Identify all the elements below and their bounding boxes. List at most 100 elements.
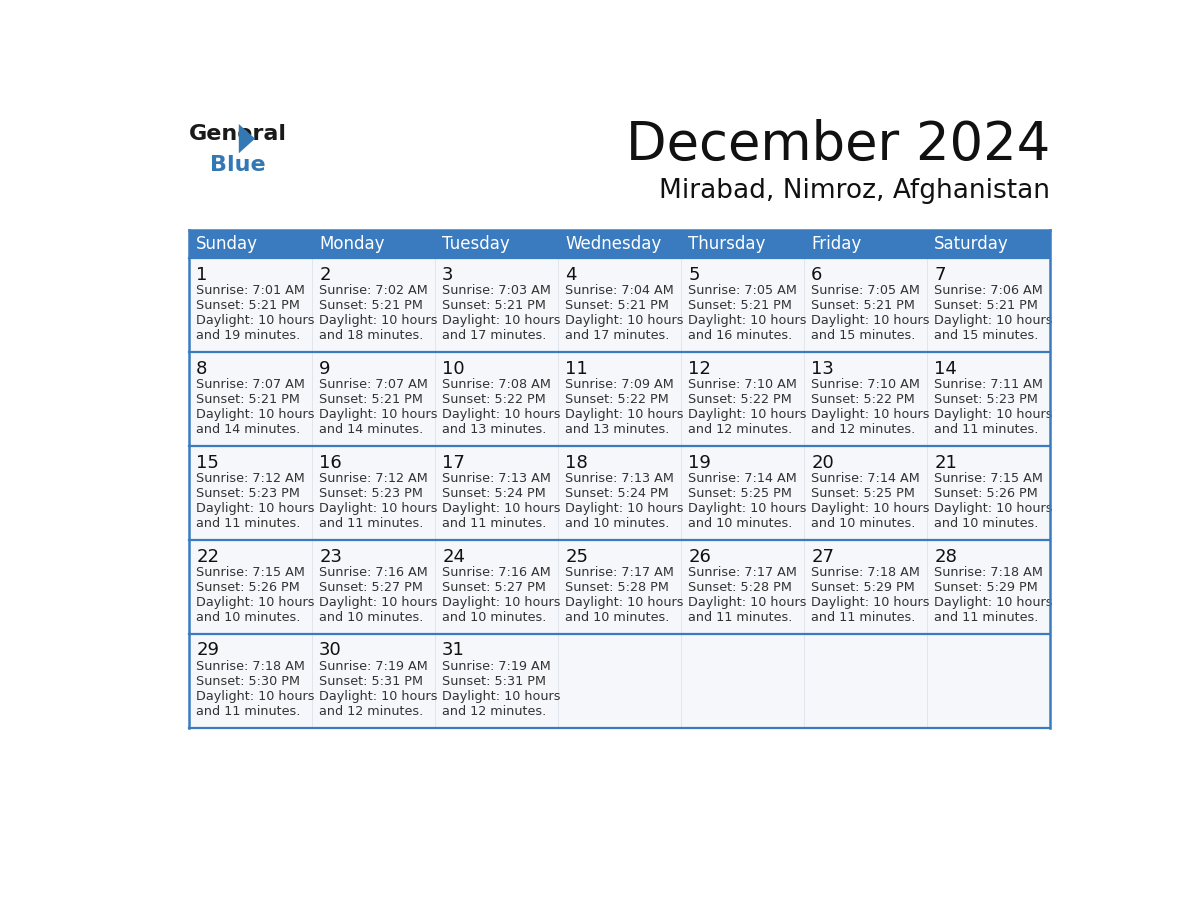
Text: Sunrise: 7:15 AM: Sunrise: 7:15 AM (196, 565, 305, 578)
Text: Sunrise: 7:18 AM: Sunrise: 7:18 AM (196, 659, 305, 673)
Text: Sunset: 5:22 PM: Sunset: 5:22 PM (688, 393, 792, 406)
Text: Sunset: 5:28 PM: Sunset: 5:28 PM (565, 580, 669, 594)
Bar (927, 633, 1050, 728)
Text: Sunrise: 7:18 AM: Sunrise: 7:18 AM (934, 565, 1043, 578)
Text: and 17 minutes.: and 17 minutes. (442, 329, 546, 341)
Text: and 16 minutes.: and 16 minutes. (688, 329, 792, 341)
Bar (804, 230, 927, 258)
Text: Sunset: 5:24 PM: Sunset: 5:24 PM (442, 487, 546, 499)
Text: Tuesday: Tuesday (442, 235, 510, 253)
Text: Daylight: 10 hours: Daylight: 10 hours (196, 689, 315, 702)
Bar (804, 540, 927, 633)
Text: and 11 minutes.: and 11 minutes. (442, 517, 546, 530)
Text: Sunrise: 7:02 AM: Sunrise: 7:02 AM (320, 284, 428, 297)
Bar (927, 352, 1050, 446)
Text: 28: 28 (934, 547, 958, 565)
Text: Daylight: 10 hours: Daylight: 10 hours (811, 502, 930, 515)
Text: Daylight: 10 hours: Daylight: 10 hours (688, 502, 807, 515)
Text: Sunset: 5:27 PM: Sunset: 5:27 PM (442, 580, 546, 594)
Text: Sunrise: 7:13 AM: Sunrise: 7:13 AM (565, 472, 674, 485)
Text: Daylight: 10 hours: Daylight: 10 hours (442, 314, 561, 327)
Text: Sunrise: 7:10 AM: Sunrise: 7:10 AM (811, 377, 920, 391)
Text: and 15 minutes.: and 15 minutes. (811, 329, 916, 341)
Text: Sunrise: 7:05 AM: Sunrise: 7:05 AM (688, 284, 797, 297)
Text: Sunset: 5:21 PM: Sunset: 5:21 PM (688, 299, 792, 312)
Text: 30: 30 (320, 642, 342, 659)
Text: Sunset: 5:29 PM: Sunset: 5:29 PM (811, 580, 915, 594)
Text: Sunset: 5:30 PM: Sunset: 5:30 PM (196, 675, 301, 688)
Text: and 17 minutes.: and 17 minutes. (565, 329, 670, 341)
Text: Sunrise: 7:12 AM: Sunrise: 7:12 AM (196, 472, 305, 485)
Text: Sunrise: 7:14 AM: Sunrise: 7:14 AM (688, 472, 797, 485)
Text: Sunset: 5:22 PM: Sunset: 5:22 PM (811, 393, 915, 406)
Text: and 11 minutes.: and 11 minutes. (196, 517, 301, 530)
Bar (927, 540, 1050, 633)
Text: Sunrise: 7:08 AM: Sunrise: 7:08 AM (442, 377, 551, 391)
Bar (558, 258, 681, 352)
Text: Sunrise: 7:07 AM: Sunrise: 7:07 AM (196, 377, 305, 391)
Text: 5: 5 (688, 265, 700, 284)
Bar (681, 352, 804, 446)
Text: Sunset: 5:27 PM: Sunset: 5:27 PM (320, 580, 423, 594)
Text: 2: 2 (320, 265, 330, 284)
Text: Sunset: 5:22 PM: Sunset: 5:22 PM (442, 393, 546, 406)
Text: Daylight: 10 hours: Daylight: 10 hours (320, 314, 437, 327)
Text: Sunset: 5:21 PM: Sunset: 5:21 PM (565, 299, 669, 312)
Text: and 13 minutes.: and 13 minutes. (565, 423, 670, 436)
Text: and 19 minutes.: and 19 minutes. (196, 329, 301, 341)
Text: Daylight: 10 hours: Daylight: 10 hours (688, 596, 807, 609)
Text: 31: 31 (442, 642, 465, 659)
Text: Friday: Friday (811, 235, 861, 253)
Text: 9: 9 (320, 360, 330, 377)
Text: Sunrise: 7:13 AM: Sunrise: 7:13 AM (442, 472, 551, 485)
Text: Daylight: 10 hours: Daylight: 10 hours (688, 408, 807, 420)
Text: Sunset: 5:23 PM: Sunset: 5:23 PM (196, 487, 301, 499)
Bar (927, 446, 1050, 540)
Text: 4: 4 (565, 265, 576, 284)
Text: Daylight: 10 hours: Daylight: 10 hours (688, 314, 807, 327)
Text: Sunrise: 7:18 AM: Sunrise: 7:18 AM (811, 565, 920, 578)
Text: and 10 minutes.: and 10 minutes. (196, 610, 301, 623)
Bar (189, 446, 311, 540)
Bar (435, 633, 558, 728)
Text: Daylight: 10 hours: Daylight: 10 hours (934, 314, 1053, 327)
Text: Sunrise: 7:10 AM: Sunrise: 7:10 AM (688, 377, 797, 391)
Bar (681, 446, 804, 540)
Text: and 10 minutes.: and 10 minutes. (934, 517, 1038, 530)
Bar (558, 352, 681, 446)
Text: Daylight: 10 hours: Daylight: 10 hours (196, 408, 315, 420)
Text: Sunset: 5:31 PM: Sunset: 5:31 PM (320, 675, 423, 688)
Text: 16: 16 (320, 453, 342, 472)
Text: 21: 21 (934, 453, 958, 472)
Bar (558, 230, 681, 258)
Bar (558, 446, 681, 540)
Text: Sunset: 5:28 PM: Sunset: 5:28 PM (688, 580, 792, 594)
Text: 6: 6 (811, 265, 822, 284)
Text: Daylight: 10 hours: Daylight: 10 hours (196, 502, 315, 515)
Text: Sunset: 5:23 PM: Sunset: 5:23 PM (320, 487, 423, 499)
Text: Daylight: 10 hours: Daylight: 10 hours (196, 596, 315, 609)
Text: Sunset: 5:21 PM: Sunset: 5:21 PM (320, 299, 423, 312)
Text: 26: 26 (688, 547, 712, 565)
Bar (681, 230, 804, 258)
Text: and 18 minutes.: and 18 minutes. (320, 329, 424, 341)
Bar (311, 352, 435, 446)
Bar (189, 352, 311, 446)
Text: Sunset: 5:21 PM: Sunset: 5:21 PM (934, 299, 1038, 312)
Text: 10: 10 (442, 360, 465, 377)
Text: and 10 minutes.: and 10 minutes. (565, 517, 670, 530)
Text: and 12 minutes.: and 12 minutes. (320, 705, 423, 718)
Text: Daylight: 10 hours: Daylight: 10 hours (565, 314, 683, 327)
Bar (311, 446, 435, 540)
Text: Sunrise: 7:05 AM: Sunrise: 7:05 AM (811, 284, 920, 297)
Text: General: General (189, 124, 286, 144)
Text: Thursday: Thursday (688, 235, 765, 253)
Text: Saturday: Saturday (934, 235, 1009, 253)
Bar (189, 258, 311, 352)
Text: Sunset: 5:25 PM: Sunset: 5:25 PM (688, 487, 792, 499)
Text: and 10 minutes.: and 10 minutes. (811, 517, 916, 530)
Text: and 11 minutes.: and 11 minutes. (811, 610, 916, 623)
Text: 29: 29 (196, 642, 219, 659)
Text: and 10 minutes.: and 10 minutes. (565, 610, 670, 623)
Text: 12: 12 (688, 360, 712, 377)
